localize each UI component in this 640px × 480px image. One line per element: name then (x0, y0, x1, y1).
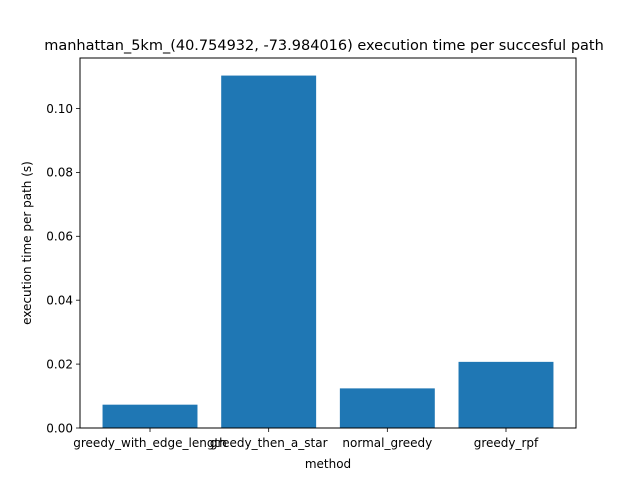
y-tick-label: 0.00 (46, 421, 73, 435)
y-axis-label: execution time per path (s) (20, 161, 34, 325)
x-tick-label: greedy_then_a_star (210, 436, 328, 450)
bar-greedy_then_a_star (221, 75, 317, 429)
y-tick-label: 0.04 (46, 293, 73, 307)
x-axis-ticks: greedy_with_edge_lengthgreedy_then_a_sta… (73, 428, 539, 450)
x-axis-label: method (305, 457, 351, 471)
y-tick-label: 0.02 (46, 357, 73, 371)
y-axis-ticks: 0.00 0.02 0.04 0.06 0.08 0.10 (46, 102, 80, 435)
y-tick-label: 0.06 (46, 230, 73, 244)
y-tick-label: 0.08 (46, 166, 73, 180)
bar-normal_greedy (339, 388, 435, 428)
x-tick-label: normal_greedy (342, 436, 432, 450)
x-tick-label: greedy_rpf (474, 436, 539, 450)
chart-title: manhattan_5km_(40.754932, -73.984016) ex… (44, 38, 604, 54)
x-tick-label: greedy_with_edge_length (73, 436, 226, 450)
bars (102, 75, 554, 429)
bar-greedy_with_edge_length (102, 404, 198, 428)
plot-frame (79, 57, 577, 429)
bar-greedy_rpf (458, 361, 554, 428)
y-tick-label: 0.10 (46, 102, 73, 116)
